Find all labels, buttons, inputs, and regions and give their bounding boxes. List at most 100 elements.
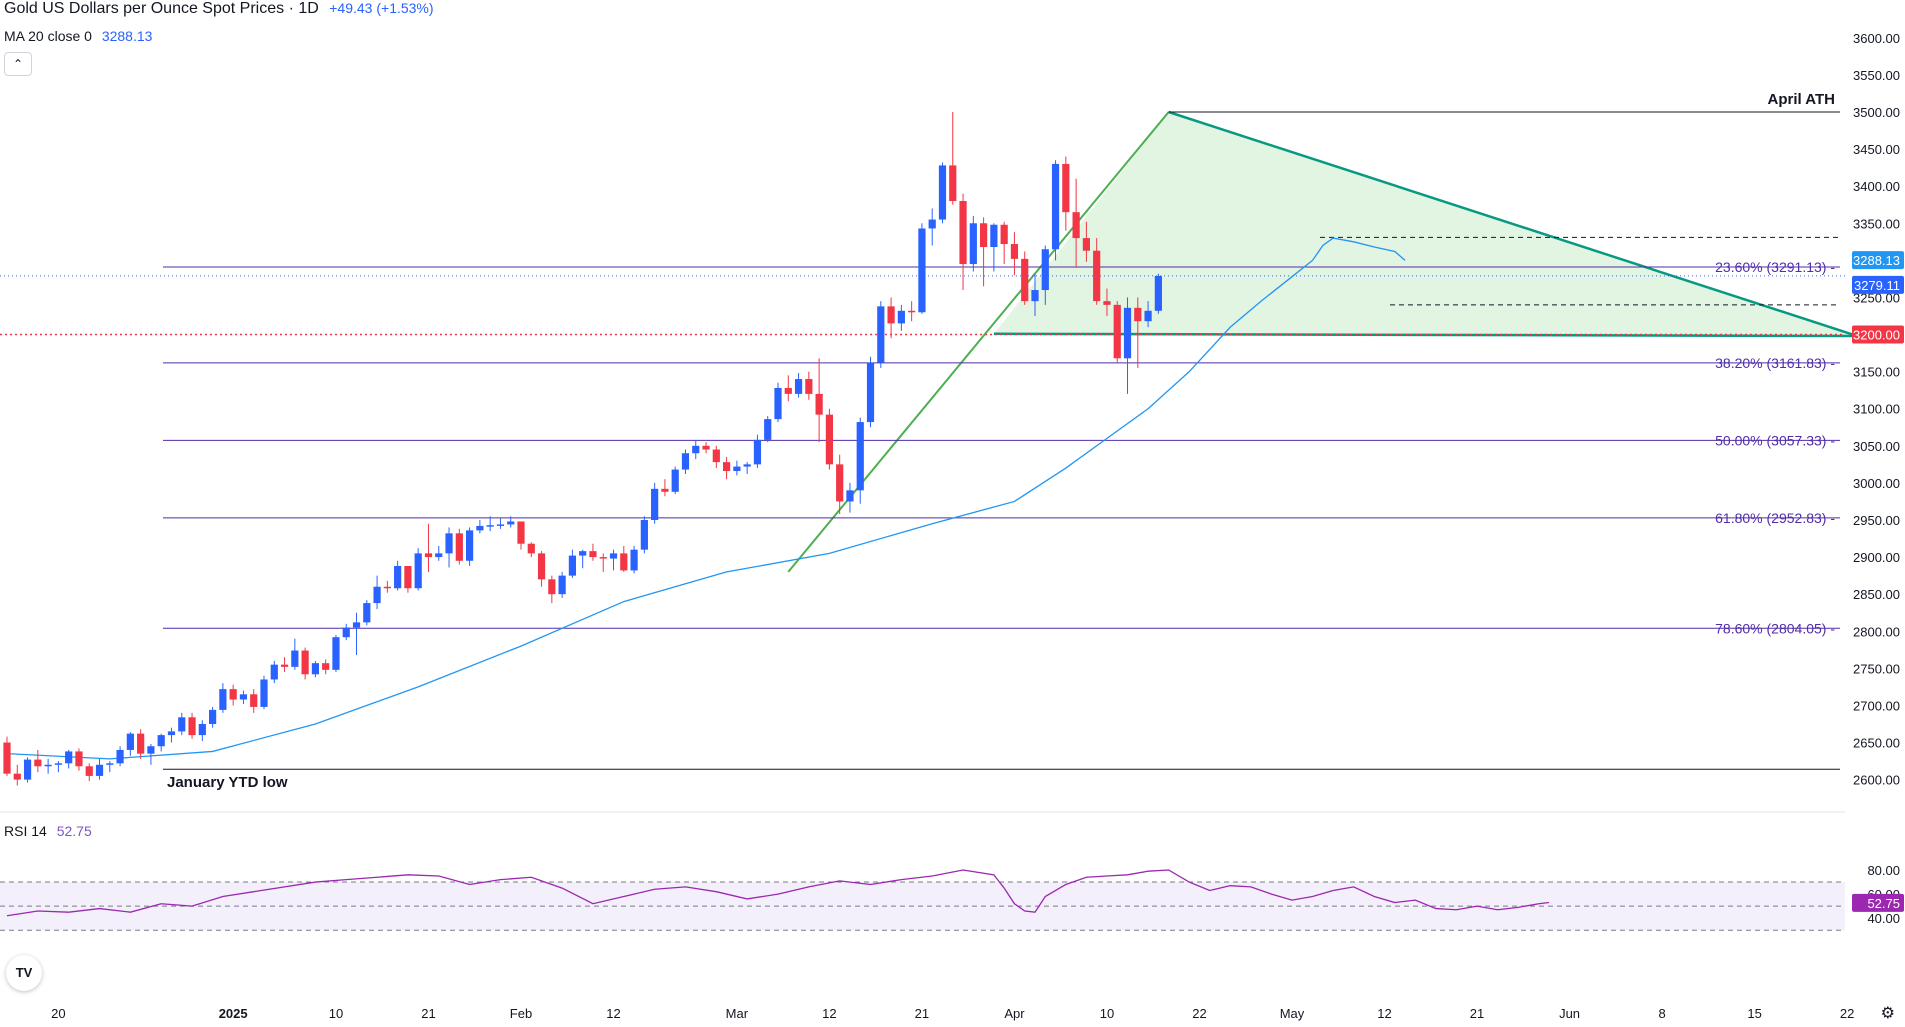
fib-level-label: 23.60% (3291.13) - xyxy=(1715,259,1835,275)
chevron-up-icon[interactable]: ⌃ xyxy=(4,52,32,76)
candle-body xyxy=(908,310,916,313)
fib-level-label: 78.60% (2804.05) - xyxy=(1715,620,1835,636)
price-tick-label: 2750.00 xyxy=(1853,661,1900,676)
price-tick-label: 3600.00 xyxy=(1853,31,1900,46)
candle xyxy=(280,657,289,673)
candle xyxy=(599,553,607,572)
candle xyxy=(1010,232,1019,276)
time-tick-label: 12 xyxy=(1377,1006,1391,1021)
candle-body xyxy=(260,679,268,707)
candle xyxy=(980,217,988,287)
candle xyxy=(486,516,494,532)
uptrend-line xyxy=(787,111,1170,573)
candle-body xyxy=(825,414,833,465)
candle-body xyxy=(836,464,844,502)
price-tick-label: 2900.00 xyxy=(1853,550,1900,565)
price-tick-label: 3150.00 xyxy=(1853,365,1900,380)
candle xyxy=(95,758,104,780)
candle xyxy=(352,612,361,655)
candle xyxy=(517,521,525,550)
candle xyxy=(630,545,638,574)
candle-body xyxy=(3,742,11,774)
time-tick-label: 2025 xyxy=(219,1006,248,1021)
candle xyxy=(373,575,381,610)
candle-body xyxy=(1031,290,1039,302)
candle-body xyxy=(558,575,566,595)
candle-body xyxy=(969,223,977,265)
candle xyxy=(887,297,895,339)
ma-legend[interactable]: MA 20 close 0 3288.13 xyxy=(4,28,152,44)
time-tick-label: May xyxy=(1280,1006,1305,1021)
candle xyxy=(651,482,659,524)
candle-body xyxy=(75,751,83,767)
candle-body xyxy=(589,551,597,558)
candle xyxy=(620,545,628,572)
candle xyxy=(579,549,587,569)
symbol-title[interactable]: Gold US Dollars per Ounce Spot Prices · … xyxy=(4,0,319,17)
candle xyxy=(1031,273,1039,316)
candle-body xyxy=(311,663,319,675)
time-tick-label: 20 xyxy=(51,1006,65,1021)
candle-body xyxy=(764,419,772,440)
candle xyxy=(537,551,546,587)
candle-body xyxy=(167,731,176,736)
price-tag xyxy=(1852,251,1904,270)
price-tag xyxy=(1852,275,1904,294)
price-tag xyxy=(1852,325,1904,344)
candle xyxy=(1082,221,1090,262)
candle xyxy=(445,527,453,568)
candle-body xyxy=(1093,250,1101,302)
candle xyxy=(938,162,947,224)
candle-body xyxy=(137,733,145,754)
candle-body xyxy=(887,306,895,324)
gear-icon[interactable]: ⚙ xyxy=(1880,1005,1895,1022)
candle xyxy=(23,757,32,783)
candle-body xyxy=(23,759,32,780)
candle-body xyxy=(342,627,350,638)
candle-body xyxy=(651,488,659,520)
candle-body xyxy=(681,453,690,470)
candle xyxy=(784,375,792,402)
candle-body xyxy=(990,224,998,248)
candle xyxy=(568,549,576,578)
time-tick-label: Mar xyxy=(726,1006,749,1021)
candle xyxy=(1113,301,1121,363)
candle-body xyxy=(44,764,52,767)
candle xyxy=(733,460,741,476)
candle xyxy=(476,519,484,534)
candle-body xyxy=(157,735,165,747)
rsi-tick-label: 80.00 xyxy=(1867,863,1900,878)
tradingview-logo-icon[interactable]: TV xyxy=(6,955,42,991)
candle xyxy=(301,647,309,680)
candle-body xyxy=(13,773,21,780)
time-tick-label: 22 xyxy=(1192,1006,1206,1021)
fib-level-label: 61.80% (2952.83) - xyxy=(1715,510,1835,526)
candle-body xyxy=(486,525,494,527)
candle xyxy=(692,439,700,460)
candle xyxy=(363,600,371,626)
rsi-legend[interactable]: RSI 14 52.75 xyxy=(4,823,92,839)
candle xyxy=(65,749,73,769)
candle xyxy=(990,223,998,272)
candle-body xyxy=(1082,238,1090,251)
candle-body xyxy=(784,387,792,394)
candle-body xyxy=(1010,244,1019,259)
candle xyxy=(424,523,433,572)
candle-body xyxy=(65,751,73,764)
candle-body xyxy=(476,525,484,531)
candle-body xyxy=(445,533,453,554)
candle-body xyxy=(219,689,227,710)
candle xyxy=(712,445,720,469)
candle-body xyxy=(527,543,535,554)
chart-header: Gold US Dollars per Ounce Spot Prices · … xyxy=(4,0,434,18)
candle xyxy=(1000,221,1008,265)
candle-body xyxy=(938,165,947,220)
candle-body xyxy=(383,586,391,589)
candle-body xyxy=(455,533,463,561)
candle xyxy=(1072,178,1080,268)
candle xyxy=(311,660,319,678)
time-tick-label: Feb xyxy=(510,1006,532,1021)
candle xyxy=(589,543,597,561)
candle-body xyxy=(918,228,926,313)
